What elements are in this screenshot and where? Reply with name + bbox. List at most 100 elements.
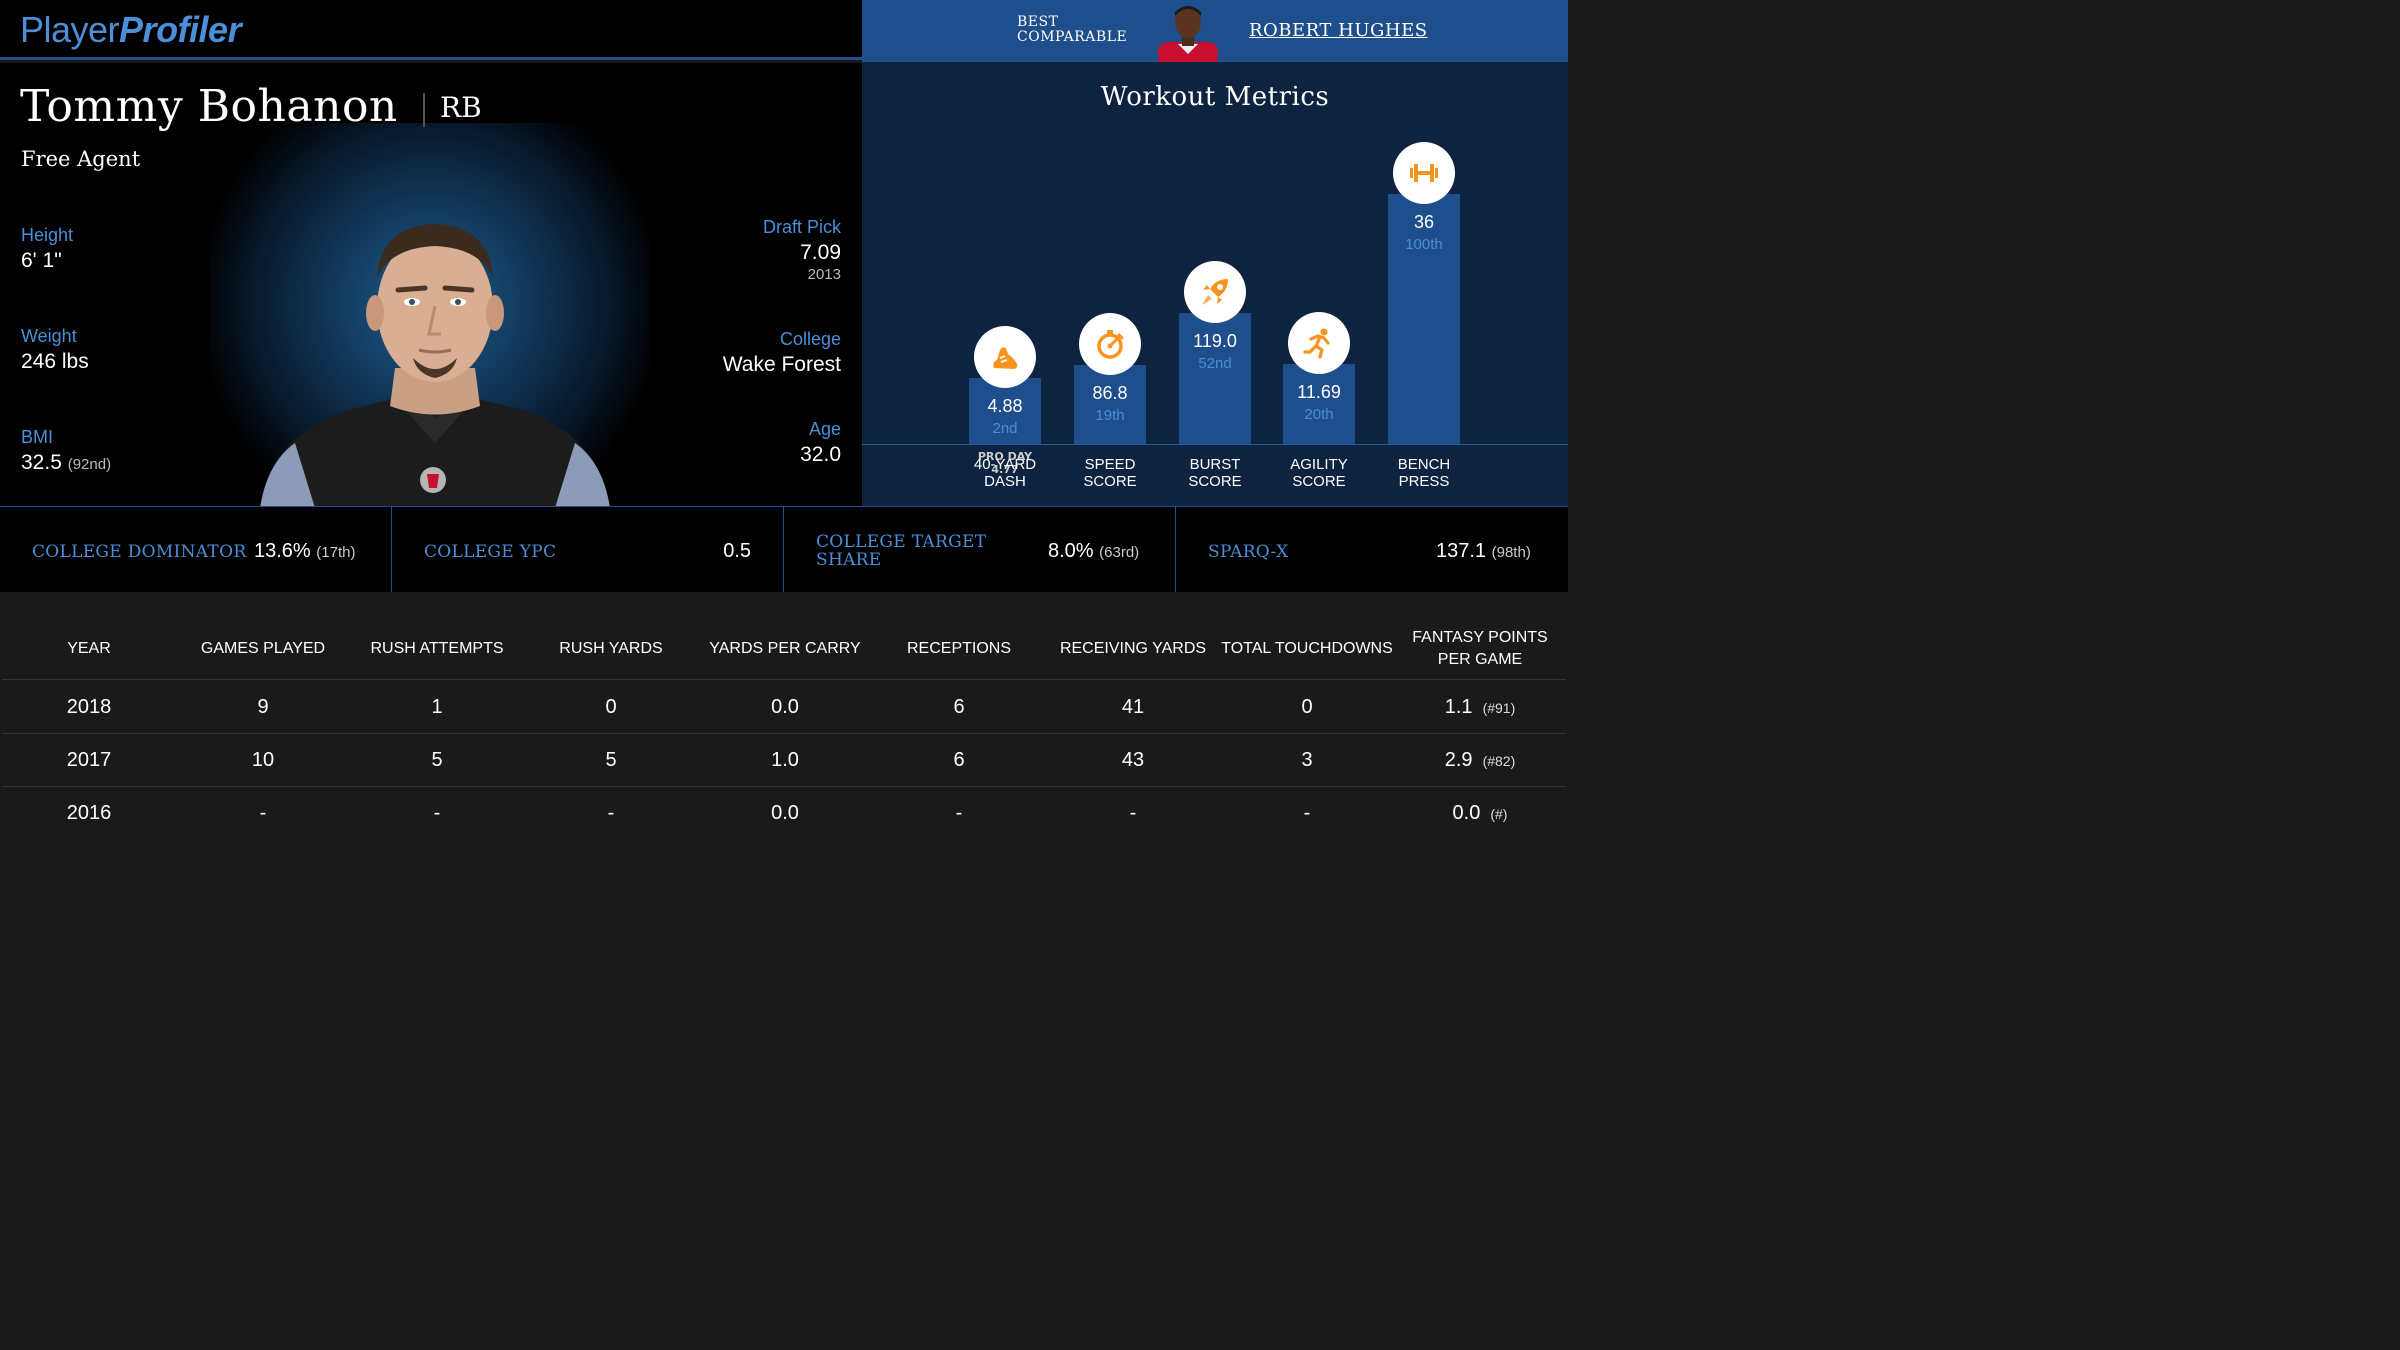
draft-pick-label: Draft Pick [762,217,841,237]
best-comparable-label: BEST COMPARABLE [1017,15,1127,45]
bar-value: 36 [1413,212,1435,232]
college-target-share-value-row: 8.0% (63rd) [1048,540,1139,563]
metric-label-line2: SCORE [1188,473,1242,490]
metric-label-line1: BENCH [1397,456,1451,473]
college-ypc-value: 0.5 [723,540,751,562]
advanced-metrics-row: COLLEGE DOMINATOR 13.6% (17th) COLLEGE Y… [0,506,1568,593]
cell-receiving-yards: - [1129,802,1137,824]
cell-games: 10 [251,749,275,771]
bmi-rank: (92nd) [67,456,112,473]
column-header-receptions[interactable]: RECEPTIONS [906,640,1011,657]
pro-day-label: PRO DAY [977,449,1033,463]
metric-label-line1: SPEED [1084,456,1136,473]
table-row: 2018 9 1 0 0.0 6 41 0 1.1 (#91) [2,681,1566,734]
college-dominator-value: 13.6% [254,540,311,562]
bar-value: 4.88 [987,395,1023,416]
cell-rush-yards: 5 [605,749,617,771]
best-comparable-label-line1: BEST [1017,14,1059,30]
player-overview-panel: Tommy Bohanon RB Free Agent Height 6' 1"… [0,63,862,506]
metric-label-speed-score: SPEED SCORE [1060,456,1160,490]
cell-rush-attempts: 1 [431,696,443,718]
sparq-x-label: SPARQ-X [1208,542,1289,562]
site-header: PlayerProfiler [0,0,862,60]
player-photo [255,218,615,506]
cell-receptions: 6 [953,696,965,718]
cell-touchdowns: 0 [1301,696,1313,718]
column-header-games-played[interactable]: GAMES PLAYED [200,640,326,657]
column-header-year[interactable]: YEAR [67,640,111,657]
cell-rush-attempts: 5 [431,749,443,771]
weight-label: Weight [21,326,77,346]
player-team: Free Agent [21,147,141,171]
bar-agility-score: 11.69 20th [1283,311,1355,444]
fppg-rank: (#91) [1482,699,1516,716]
cell-ypc: 0.0 [771,696,799,718]
player-position: RB [440,91,482,124]
table-header-row: YEAR GAMES PLAYED RUSH ATTEMPTS RUSH YAR… [2,618,1566,680]
cell-receiving-yards: 41 [1121,696,1145,718]
bar-40-yard-dash: 4.88 2nd PRO DAY 4.77 [969,325,1041,476]
bar-rank: 52nd [1198,355,1232,373]
season-stats-table: YEAR GAMES PLAYED RUSH ATTEMPTS RUSH YAR… [0,592,1568,882]
bmi-value-row: 32.5 (92nd) [21,451,111,475]
age-value: 32.0 [800,443,841,466]
fppg-value: 0.0 [1452,802,1481,824]
college-target-share-cell: COLLEGE TARGET SHARE 8.0% (63rd) [784,507,1176,593]
metric-label-line2: DASH [984,473,1026,490]
logo-text-profiler: Profiler [119,9,242,50]
metric-label-burst-score: BURST SCORE [1165,456,1265,490]
cell-rush-yards: 0 [605,696,617,718]
bmi-value: 32.5 [21,451,62,474]
college-ypc-cell: COLLEGE YPC 0.5 [392,507,784,593]
column-header-rush-attempts[interactable]: RUSH ATTEMPTS [370,640,504,657]
metric-label-line2: SCORE [1292,473,1346,490]
bar-speed-score: 86.8 19th [1074,313,1146,444]
column-header-receiving-yards[interactable]: RECEIVING YARDS [1059,640,1207,657]
cell-touchdowns: 3 [1301,749,1313,771]
pro-day-value: 4.77 [991,462,1019,476]
fppg-rank: (#82) [1482,752,1516,769]
metric-label-line1: AGILITY [1290,456,1348,473]
cell-rush-yards: - [607,802,615,824]
bar-rank: 19th [1095,407,1125,425]
best-comparable-link[interactable]: ROBERT HUGHES [1249,20,1428,41]
college-target-share-label-line1: COLLEGE TARGET [816,532,987,552]
cell-year: 2016 [66,802,112,824]
cell-games: 9 [257,696,269,718]
sparq-x-value-row: 137.1 (98th) [1436,540,1531,563]
fppg-rank: (#) [1490,805,1508,822]
metric-label-line2: PRESS [1398,473,1450,490]
running-shoe-icon [974,325,1036,388]
metric-label-line2: SCORE [1083,473,1137,490]
fppg-value: 2.9 [1444,749,1473,771]
bar-burst-score: 119.0 52nd [1179,261,1251,444]
sparq-x-value: 137.1 [1436,540,1487,562]
workout-metrics-panel: Workout Metrics 4.88 2nd PRO DAY 4.77 [862,62,1568,506]
cell-fppg: 1.1 (#91) [1394,681,1566,734]
college-value: Wake Forest [722,353,841,376]
column-header-fantasy-points-per-game[interactable]: FANTASY POINTS PER GAME [1412,629,1548,668]
cell-receiving-yards: 43 [1121,749,1145,771]
cell-games: - [259,802,267,824]
best-comparable-avatar[interactable] [1152,2,1224,62]
bar-rank: 100th [1405,236,1443,253]
player-name: Tommy Bohanon [20,81,398,132]
best-comparable-label-line2: COMPARABLE [1017,29,1128,45]
column-header-rush-yards[interactable]: RUSH YARDS [559,640,663,657]
college-target-share-value: 8.0% [1048,540,1094,562]
college-ypc-label: COLLEGE YPC [424,542,557,562]
column-header-total-touchdowns[interactable]: TOTAL TOUCHDOWNS [1221,640,1393,657]
metric-label-agility-score: AGILITY SCORE [1269,456,1369,490]
cell-fppg: 0.0 (#) [1394,787,1566,840]
sparq-x-cell: SPARQ-X 137.1 (98th) [1176,507,1568,593]
weight-value: 246 lbs [21,350,89,373]
metric-label-line1: BURST [1189,456,1241,473]
cell-rush-attempts: - [433,802,441,824]
site-logo[interactable]: PlayerProfiler [20,8,242,52]
position-divider [423,93,425,127]
bar-value: 86.8 [1092,383,1128,404]
column-header-yards-per-carry[interactable]: YARDS PER CARRY [709,640,861,657]
cell-receptions: 6 [953,749,965,771]
dumbbell-icon [1393,142,1455,204]
height-value: 6' 1" [21,249,62,272]
